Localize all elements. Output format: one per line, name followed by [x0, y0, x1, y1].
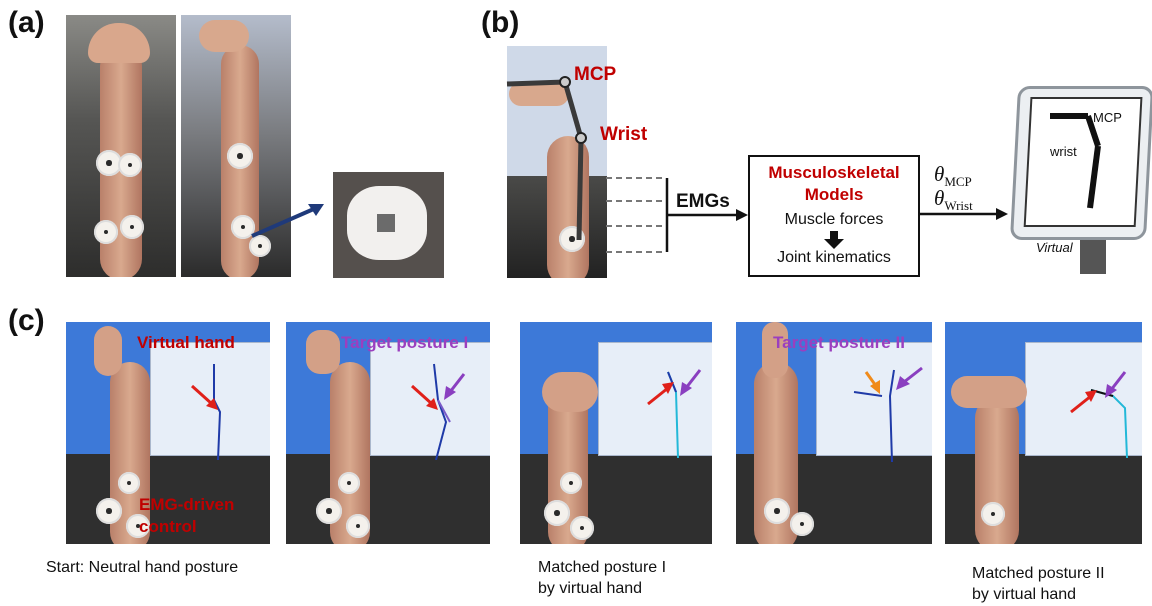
emg-lines — [606, 177, 748, 253]
caption-matched-2-line2: by virtual hand — [972, 586, 1077, 603]
red-arrow — [647, 382, 674, 406]
orange-arrow — [864, 371, 880, 394]
wrist-label: Wrist — [600, 124, 648, 145]
frame-target-posture-1 — [286, 322, 490, 544]
tablet-wrist-label: wrist — [1050, 144, 1077, 159]
panel-c-label: (c) — [8, 304, 45, 337]
red-arrow — [410, 384, 438, 410]
panel-a-label: (a) — [8, 6, 45, 39]
emg-driven-line2: control — [139, 517, 197, 536]
target-posture-1-label: Target posture I — [341, 333, 469, 352]
caption-matched-1-line1: Matched posture I — [538, 559, 667, 576]
joint-kinematics-label: Joint kinematics — [777, 249, 891, 266]
emg-driven-line1: EMG-driven — [139, 495, 235, 514]
photo-electrode-closeup — [333, 172, 444, 278]
virtual-hand-line — [213, 364, 222, 460]
caption-matched-1-line2: by virtual hand — [538, 580, 643, 597]
caption-matched-2-line1: Matched posture II — [972, 565, 1105, 582]
photo-arm-electrodes-front — [66, 15, 176, 277]
emgs-label: EMGs — [676, 191, 730, 212]
frame-matched-posture-1 — [520, 322, 712, 544]
red-arrow — [190, 384, 218, 410]
target-posture-2-label: Target posture II — [773, 333, 905, 352]
theta-mcp: θMCP — [934, 162, 972, 190]
mcp-label: MCP — [574, 64, 617, 85]
purple-arrow — [444, 373, 466, 400]
zoom-arrow — [251, 204, 324, 238]
frame-matched-posture-2 — [945, 322, 1142, 544]
purple-arrow — [680, 369, 702, 396]
red-arrow — [1070, 390, 1097, 414]
frame-target-posture-2 — [736, 322, 932, 544]
musculoskeletal-model-box: Musculoskeletal Models Muscle forces Joi… — [748, 155, 920, 277]
panel-b-label: (b) — [481, 6, 520, 39]
virtual-hand-label: Virtual hand — [137, 333, 235, 352]
joint-linkage — [506, 76, 587, 241]
model-title-line1: Musculoskeletal — [768, 163, 900, 182]
output-arrow — [918, 208, 1008, 220]
muscle-forces-label: Muscle forces — [784, 211, 884, 228]
purple-arrow — [1105, 371, 1127, 398]
theta-wrist: θWrist — [934, 186, 973, 214]
frame-start — [66, 322, 270, 544]
tablet-mcp-label: MCP — [1093, 110, 1122, 125]
posture-lines — [853, 369, 895, 463]
posture-lines — [433, 363, 451, 460]
purple-arrow — [896, 366, 923, 390]
caption-start: Start: Neutral hand posture — [46, 559, 239, 576]
model-title-line2: Models — [804, 185, 864, 204]
posture-lines — [667, 371, 679, 459]
photo-arm-electrodes-side — [181, 15, 291, 277]
down-arrow — [824, 231, 844, 249]
virtual-hand-figure — [1050, 113, 1101, 209]
tablet-caption: Virtual — [1036, 240, 1073, 255]
